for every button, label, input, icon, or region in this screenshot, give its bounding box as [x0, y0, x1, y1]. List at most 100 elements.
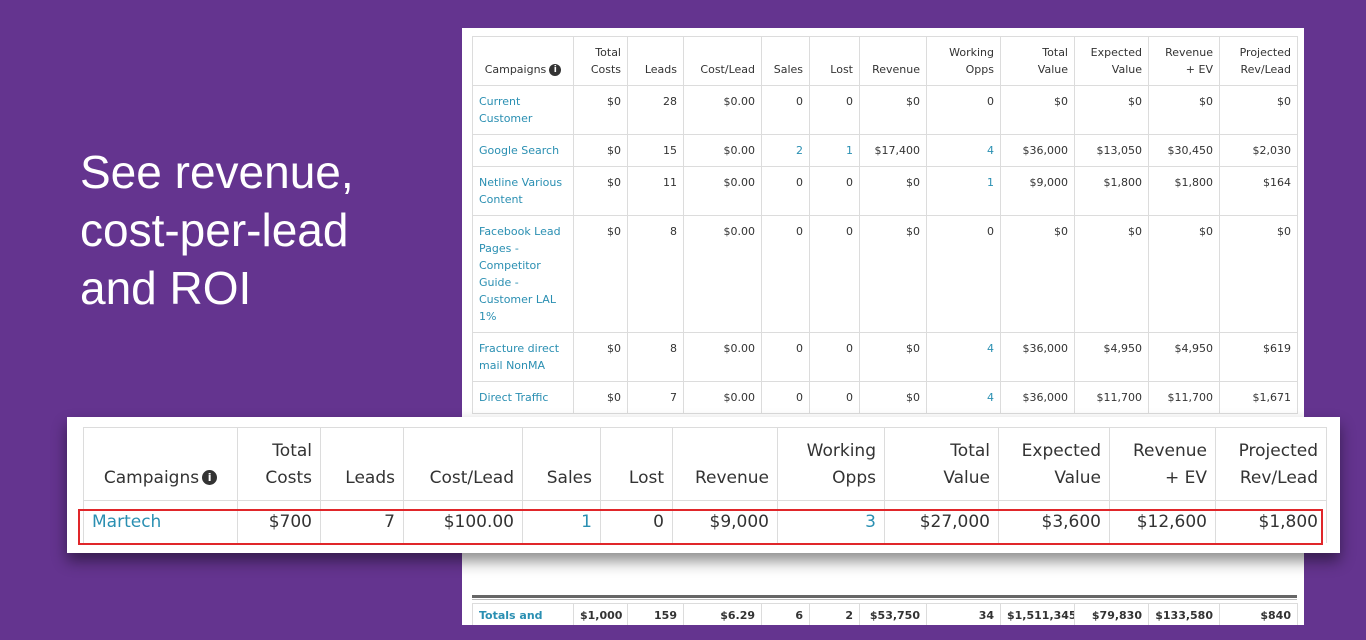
campaign-table-panel: Campaigns i Total Costs Leads Cost/Lead Sales L… — [462, 28, 1304, 625]
headline-line-2: cost-per-lead — [80, 204, 349, 256]
cell-campaign[interactable]: Martech — [83, 500, 238, 543]
cell-projected-rev-lead: $1,671 — [1219, 381, 1298, 414]
cell-lost[interactable]: 1 — [809, 134, 860, 167]
cell-campaign[interactable]: Netline Various Content — [472, 166, 574, 216]
header-cost-per-lead: Cost/Lead — [683, 36, 762, 86]
cell-total-value: $9,000 — [1000, 166, 1075, 216]
cell-cost-per-lead: $100.00 — [403, 500, 523, 543]
header-label: Revenue — [872, 63, 920, 76]
header-total-costs: Total Costs — [573, 36, 628, 86]
cell-revenue-ev: $0 — [1148, 215, 1220, 333]
cell-campaign[interactable]: Current Customer — [472, 85, 574, 135]
cell-lost: 0 — [600, 500, 673, 543]
header-label: Sales — [546, 468, 592, 488]
cell-revenue-ev: $12,600 — [1109, 500, 1216, 543]
cell-total-costs: $0 — [573, 166, 628, 216]
cell-cost-per-lead: $0.00 — [683, 134, 762, 167]
cell-total-value: $36,000 — [1000, 381, 1075, 414]
header-label: + EV — [1164, 468, 1207, 488]
cell-working-opps: 0 — [926, 215, 1001, 333]
header-label: Cost/Lead — [700, 63, 755, 76]
cell-working-opps[interactable]: 4 — [926, 134, 1001, 167]
cell-expected-value: $1,800 — [1074, 166, 1149, 216]
totals-cell-total-value: $1,511,345 — [1000, 603, 1075, 625]
cell-leads: 8 — [627, 215, 684, 333]
totals-section: Totals and Averages$1,000159$6.2962$53,7… — [462, 563, 1304, 625]
header-working-opps: Working Opps — [926, 36, 1001, 86]
header-label: Value — [1111, 63, 1142, 76]
cell-revenue: $0 — [859, 381, 927, 414]
totals-divider-thin — [472, 599, 1297, 600]
totals-cell-cost-per-lead: $6.29 — [683, 603, 762, 625]
cell-expected-value: $0 — [1074, 85, 1149, 135]
cell-sales: 0 — [761, 381, 810, 414]
cell-lost: 0 — [809, 381, 860, 414]
zoomed-header-revenue-ev: Revenue + EV — [1109, 427, 1216, 501]
header-label: Value — [1054, 468, 1101, 488]
header-label: Projected — [1239, 46, 1291, 59]
cell-leads: 11 — [627, 166, 684, 216]
cell-working-opps[interactable]: 4 — [926, 332, 1001, 382]
zoomed-header-revenue: Revenue — [672, 427, 778, 501]
cell-working-opps[interactable]: 1 — [926, 166, 1001, 216]
cell-projected-rev-lead: $619 — [1219, 332, 1298, 382]
zoomed-header-sales: Sales — [522, 427, 601, 501]
cell-campaign[interactable]: Direct Traffic — [472, 381, 574, 414]
totals-cell-projected-rev-lead: $840 — [1219, 603, 1298, 625]
header-label: Working — [949, 46, 994, 59]
cell-sales: 0 — [761, 332, 810, 382]
cell-working-opps[interactable]: 4 — [926, 381, 1001, 414]
cell-working-opps: 0 — [926, 85, 1001, 135]
totals-cell-revenue: $53,750 — [859, 603, 927, 625]
header-expected-value: Expected Value — [1074, 36, 1149, 86]
table-row: Current Customer $0 28 $0.00 0 0 $0 0 $0 $0 $0 $0 — [472, 85, 1298, 135]
cell-lost: 0 — [809, 166, 860, 216]
header-label: Revenue — [1132, 441, 1207, 461]
cell-total-value: $36,000 — [1000, 134, 1075, 167]
cell-lost: 0 — [809, 332, 860, 382]
info-icon[interactable]: i — [202, 470, 218, 485]
cell-total-costs: $0 — [573, 134, 628, 167]
cell-total-value: $0 — [1000, 85, 1075, 135]
cell-revenue: $9,000 — [672, 500, 778, 543]
cell-campaign[interactable]: Fracture direct mail NonMA — [472, 332, 574, 382]
totals-divider — [472, 595, 1297, 598]
cell-sales: 0 — [761, 85, 810, 135]
cell-cost-per-lead: $0.00 — [683, 215, 762, 333]
zoomed-header-expected-value: Expected Value — [998, 427, 1110, 501]
cell-sales[interactable]: 2 — [761, 134, 810, 167]
cell-total-costs: $0 — [573, 215, 628, 333]
cell-sales: 0 — [761, 215, 810, 333]
headline: See revenue, cost-per-lead and ROI — [80, 143, 354, 317]
zoomed-header-total-costs: Total Costs — [237, 427, 321, 501]
totals-cell-total-costs: $1,000 — [573, 603, 628, 625]
cell-projected-rev-lead: $1,800 — [1215, 500, 1327, 543]
header-label: Sales — [773, 63, 803, 76]
header-label: Opps — [965, 63, 994, 76]
header-label: Leads — [644, 63, 677, 76]
header-label: Revenue — [694, 468, 769, 488]
cell-expected-value: $0 — [1074, 215, 1149, 333]
table-row: Netline Various Content $0 11 $0.00 0 0 $0 1 $9,… — [472, 166, 1298, 216]
cell-total-value: $0 — [1000, 215, 1075, 333]
cell-campaign[interactable]: Facebook Lead Pages - Competitor Guide -… — [472, 215, 574, 333]
cell-projected-rev-lead: $164 — [1219, 166, 1298, 216]
cell-revenue: $0 — [859, 166, 927, 216]
cell-revenue-ev: $11,700 — [1148, 381, 1220, 414]
header-label: Campaigns — [103, 468, 200, 488]
cell-working-opps[interactable]: 3 — [777, 500, 885, 543]
info-icon[interactable]: i — [549, 64, 562, 76]
cell-expected-value: $4,950 — [1074, 332, 1149, 382]
table-header-row: Campaigns i Total Costs Leads Cost/Lead Sales L… — [472, 36, 1298, 86]
zoomed-header-working-opps: Working Opps — [777, 427, 885, 501]
headline-line-1: See revenue, — [80, 146, 354, 198]
cell-expected-value: $11,700 — [1074, 381, 1149, 414]
cell-campaign[interactable]: Google Search — [472, 134, 574, 167]
header-label: Cost/Lead — [429, 468, 514, 488]
header-campaign: Campaigns i — [472, 36, 574, 86]
cell-total-costs: $0 — [573, 381, 628, 414]
cell-projected-rev-lead: $0 — [1219, 85, 1298, 135]
cell-lost: 0 — [809, 85, 860, 135]
totals-cell-revenue-ev: $133,580 — [1148, 603, 1220, 625]
zoomed-header-cost-per-lead: Cost/Lead — [403, 427, 523, 501]
